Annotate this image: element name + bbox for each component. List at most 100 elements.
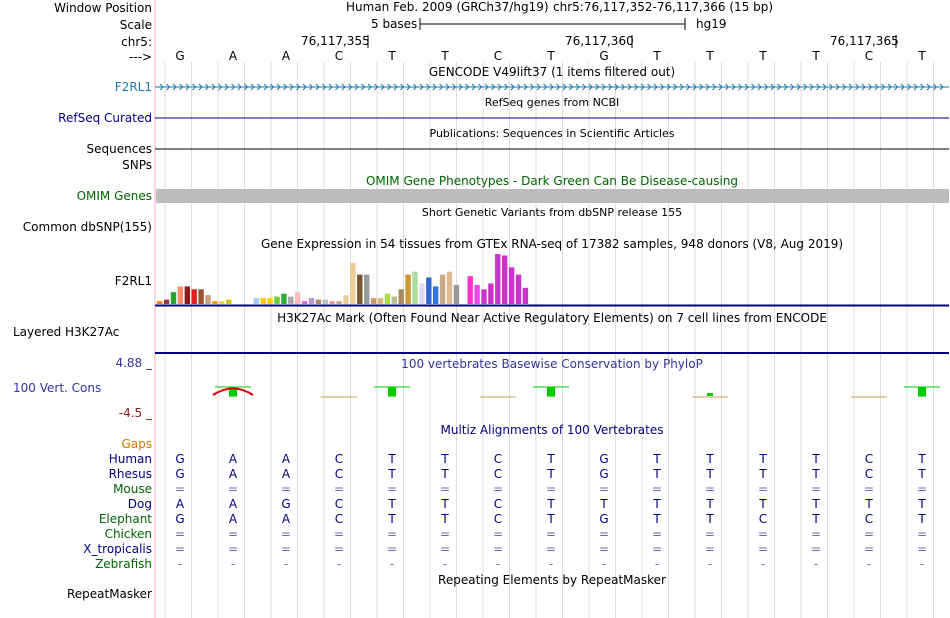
gene-chevron xyxy=(478,83,483,91)
alignment-base: = xyxy=(598,482,610,496)
gtex-bar xyxy=(226,299,232,304)
gtex-bar xyxy=(426,277,432,304)
species-label[interactable]: Human xyxy=(108,452,152,466)
gene-chevron xyxy=(894,83,899,91)
alignment-base: = xyxy=(757,482,769,496)
position-range: chr5:76,117,352-76,117,366 (15 bp) xyxy=(553,0,774,14)
species-label[interactable]: Rhesus xyxy=(108,467,152,481)
gtex-bar xyxy=(384,293,391,304)
gtex-bar xyxy=(412,271,418,304)
gene-chevron xyxy=(244,83,249,91)
alignment-base: = xyxy=(545,527,557,541)
gencode-track-label[interactable]: F2RL1 xyxy=(114,80,152,94)
species-label[interactable]: Elephant xyxy=(98,512,152,526)
gene-chevron xyxy=(263,83,268,91)
alignment-base: = xyxy=(333,542,345,556)
ref-base: A xyxy=(281,49,291,63)
alignment-base: = xyxy=(651,527,663,541)
dbsnp-track-label[interactable]: Common dbSNP(155) xyxy=(22,220,152,234)
gene-chevron xyxy=(686,83,691,91)
gtex-bar xyxy=(253,298,259,304)
alignment-base: - xyxy=(230,557,236,571)
alignment-base: T xyxy=(918,512,926,526)
gene-chevron xyxy=(198,83,203,91)
phylop-max-label: 4.88 _ xyxy=(115,356,152,370)
alignment-base: = xyxy=(386,542,398,556)
alignment-base: T xyxy=(653,512,661,526)
gene-chevron xyxy=(166,83,171,91)
alignment-base: C xyxy=(864,512,874,526)
gtex-bar xyxy=(522,287,529,304)
gene-chevron xyxy=(751,83,756,91)
gene-chevron xyxy=(387,83,392,91)
gene-chevron xyxy=(569,83,574,91)
repeatmasker-title: Repeating Elements by RepeatMasker xyxy=(438,573,666,587)
gene-chevron xyxy=(348,83,353,91)
gene-chevron xyxy=(933,83,938,91)
alignment-base: G xyxy=(175,512,185,526)
alignment-base: T xyxy=(812,497,820,511)
gene-chevron xyxy=(270,83,275,91)
alignment-base: G xyxy=(599,467,609,481)
alignment-base: C xyxy=(334,497,344,511)
gtex-track-label[interactable]: F2RL1 xyxy=(114,274,152,288)
repeatmasker-track-label[interactable]: RepeatMasker xyxy=(66,587,152,601)
h3k27ac-track-label[interactable]: Layered H3K27Ac xyxy=(13,325,120,339)
gene-chevron xyxy=(211,83,216,91)
gtex-bar xyxy=(377,298,384,304)
alignment-base: = xyxy=(174,482,186,496)
gene-chevron xyxy=(439,83,444,91)
chrom-label: chr5: xyxy=(121,35,152,49)
gene-chevron xyxy=(842,83,847,91)
phylop-track-label[interactable]: 100 Vert. Cons xyxy=(13,381,102,395)
species-label[interactable]: Chicken xyxy=(104,527,152,541)
ref-base: T xyxy=(918,49,926,63)
alignment-base: = xyxy=(439,542,451,556)
gene-chevron xyxy=(205,83,210,91)
alignment-base: T xyxy=(706,497,714,511)
gene-chevron xyxy=(907,83,912,91)
phylop-small xyxy=(707,393,713,396)
gtex-bar xyxy=(467,276,473,304)
species-label[interactable]: X_tropicalis xyxy=(83,542,152,556)
gene-chevron xyxy=(647,83,652,91)
gtex-bar xyxy=(419,283,425,304)
species-label[interactable]: Zebrafish xyxy=(95,557,152,571)
publications-track-label[interactable]: Sequences xyxy=(86,142,152,156)
gtex-bar xyxy=(453,284,460,304)
alignment-base: T xyxy=(441,512,449,526)
snps-track-label[interactable]: SNPs xyxy=(122,158,152,172)
alignment-base: T xyxy=(441,452,449,466)
gene-chevron xyxy=(692,83,697,91)
gtex-bar xyxy=(350,262,356,304)
omim-track-label[interactable]: OMIM Genes xyxy=(76,189,152,203)
gtex-bar xyxy=(370,298,377,304)
alignment-base: = xyxy=(704,527,716,541)
gene-chevron xyxy=(172,83,177,91)
scale-db: hg19 xyxy=(696,17,727,31)
gene-chevron xyxy=(543,83,548,91)
alignment-base: = xyxy=(386,482,398,496)
alignment-base: = xyxy=(757,527,769,541)
gene-chevron xyxy=(588,83,593,91)
species-label[interactable]: Mouse xyxy=(113,482,152,496)
alignment-base: T xyxy=(388,467,396,481)
gtex-bar xyxy=(488,283,494,304)
species-label[interactable]: Dog xyxy=(127,497,152,511)
refseq-track-label[interactable]: RefSeq Curated xyxy=(58,111,152,125)
gene-chevron xyxy=(777,83,782,91)
gene-chevron xyxy=(504,83,509,91)
alignment-base: C xyxy=(493,452,503,466)
alignment-base: T xyxy=(759,452,767,466)
alignment-base: - xyxy=(389,557,395,571)
gene-chevron xyxy=(926,83,931,91)
phylop-bar xyxy=(229,387,237,397)
gene-chevron xyxy=(530,83,535,91)
gene-chevron xyxy=(673,83,678,91)
alignment-base: T xyxy=(653,497,661,511)
alignment-base: A xyxy=(228,467,238,481)
gene-chevron xyxy=(432,83,437,91)
gene-chevron xyxy=(218,83,223,91)
arrow-label: ---> xyxy=(128,50,152,64)
alignment-base: = xyxy=(651,482,663,496)
